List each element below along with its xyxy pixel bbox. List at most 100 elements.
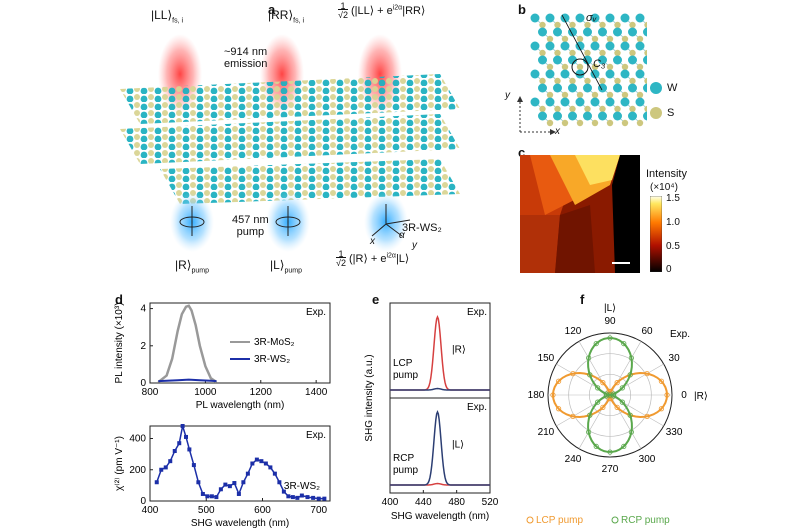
polar-curve-0	[551, 372, 669, 418]
series-line-1	[158, 378, 217, 383]
w-atom	[605, 69, 615, 79]
panel-e-letter: e	[372, 292, 380, 307]
polar-point	[621, 340, 627, 347]
w-atom	[635, 97, 645, 107]
s-atom	[569, 21, 576, 29]
w-atom	[643, 27, 647, 37]
s-atom	[554, 49, 561, 57]
subplot-frame	[389, 397, 491, 494]
y-axis-label: χ⁽²⁾ (pm V⁻¹)	[114, 436, 125, 491]
w-atom	[635, 13, 645, 23]
chart-pl: 800 1000 1200 1400 0 2 4 Exp. 3R-MoS₂ 3R-WS₂ PL wa…	[114, 302, 331, 410]
s-atom	[576, 35, 584, 43]
polar-point	[614, 380, 620, 386]
data-point	[295, 495, 300, 500]
polar-point	[628, 429, 634, 435]
w-atom	[575, 69, 585, 79]
x-axis-label: SHG wavelength (nm)	[191, 518, 289, 529]
bottom-state-r: |R⟩pump	[175, 258, 209, 275]
x-tick-label: 800	[142, 387, 159, 398]
x-tick-label: 700	[310, 505, 327, 516]
w-atom	[530, 13, 540, 23]
w-atom	[553, 55, 562, 65]
data-point	[227, 484, 232, 489]
data-point	[263, 461, 268, 466]
w-atom	[628, 83, 637, 93]
material-label: 3R-WS₂	[402, 222, 442, 234]
s-atom	[561, 35, 569, 43]
angle-label: 30	[669, 353, 681, 364]
data-point	[290, 495, 295, 500]
s-atom	[629, 77, 636, 85]
y-tick-label: 2	[140, 341, 146, 352]
s-atom	[576, 63, 584, 71]
w-atom	[613, 55, 622, 65]
polar-point	[600, 380, 606, 386]
s-atom	[621, 119, 629, 127]
colorbar-tick-0-5: 0.5	[666, 241, 680, 252]
s-atom	[576, 119, 584, 127]
s-atom	[614, 49, 621, 57]
s-atom	[591, 35, 599, 43]
polar-point	[595, 385, 601, 391]
w-atom	[598, 27, 607, 37]
w-atom	[560, 69, 570, 79]
legend-s-label: S	[667, 107, 675, 119]
bottom-state-l: |L⟩pump	[270, 258, 302, 275]
b-axis-y: y	[505, 90, 510, 101]
w-atom	[590, 41, 600, 51]
data-point	[232, 481, 237, 486]
series-label: 3R-WS₂	[284, 481, 320, 492]
y-axis-label: PL intensity (×10³)	[114, 302, 125, 383]
x-tick-label: 440	[415, 497, 432, 508]
w-atom	[575, 97, 585, 107]
data-point	[205, 494, 210, 499]
s-atom	[636, 35, 644, 43]
angle-label: 210	[538, 427, 555, 438]
axis-x-label: x	[370, 236, 375, 247]
data-point	[281, 489, 286, 494]
data-point	[286, 494, 291, 499]
w-atom	[538, 27, 547, 37]
s-atom	[554, 21, 561, 29]
legend-label-1: RCP pump	[621, 515, 670, 526]
data-point	[196, 480, 201, 485]
s-atom	[599, 105, 606, 113]
s-atom	[599, 77, 606, 85]
x-tick-label: 600	[254, 505, 271, 516]
top-state-ll: |LL⟩fs, i	[151, 8, 184, 25]
polar-point	[628, 355, 634, 361]
colorbar-tick-1-5: 1.5	[666, 193, 680, 204]
legend-label-0: 3R-MoS₂	[254, 337, 295, 348]
angle-label: 240	[565, 454, 582, 465]
polar-point	[611, 393, 617, 399]
s-atom	[539, 21, 546, 29]
y-tick-label: 200	[129, 465, 146, 476]
angle-label: 0	[681, 390, 687, 401]
data-point	[245, 471, 250, 476]
s-atom	[629, 49, 636, 57]
w-atom	[598, 111, 607, 121]
data-point	[241, 480, 246, 485]
polar-point	[644, 413, 650, 419]
polar-point	[619, 399, 625, 405]
w-atom	[530, 69, 540, 79]
s-atom	[606, 119, 614, 127]
panel-b-axes	[517, 96, 556, 135]
polar-curve-1	[587, 337, 633, 453]
legend-s-dot	[650, 107, 662, 119]
y-axis-label: SHG intensity (a.u.)	[364, 354, 375, 441]
data-point	[218, 487, 223, 492]
colorbar-title: Intensity	[646, 168, 687, 180]
polar-point	[664, 392, 670, 398]
w-atom	[643, 55, 647, 65]
w-atom	[605, 97, 615, 107]
w-atom	[605, 41, 615, 51]
w-atom	[598, 55, 607, 65]
data-point	[268, 465, 273, 470]
s-atom	[561, 91, 569, 99]
data-point	[272, 471, 277, 476]
y-tick-label: 0	[140, 496, 146, 507]
y-tick-label: 400	[129, 434, 146, 445]
